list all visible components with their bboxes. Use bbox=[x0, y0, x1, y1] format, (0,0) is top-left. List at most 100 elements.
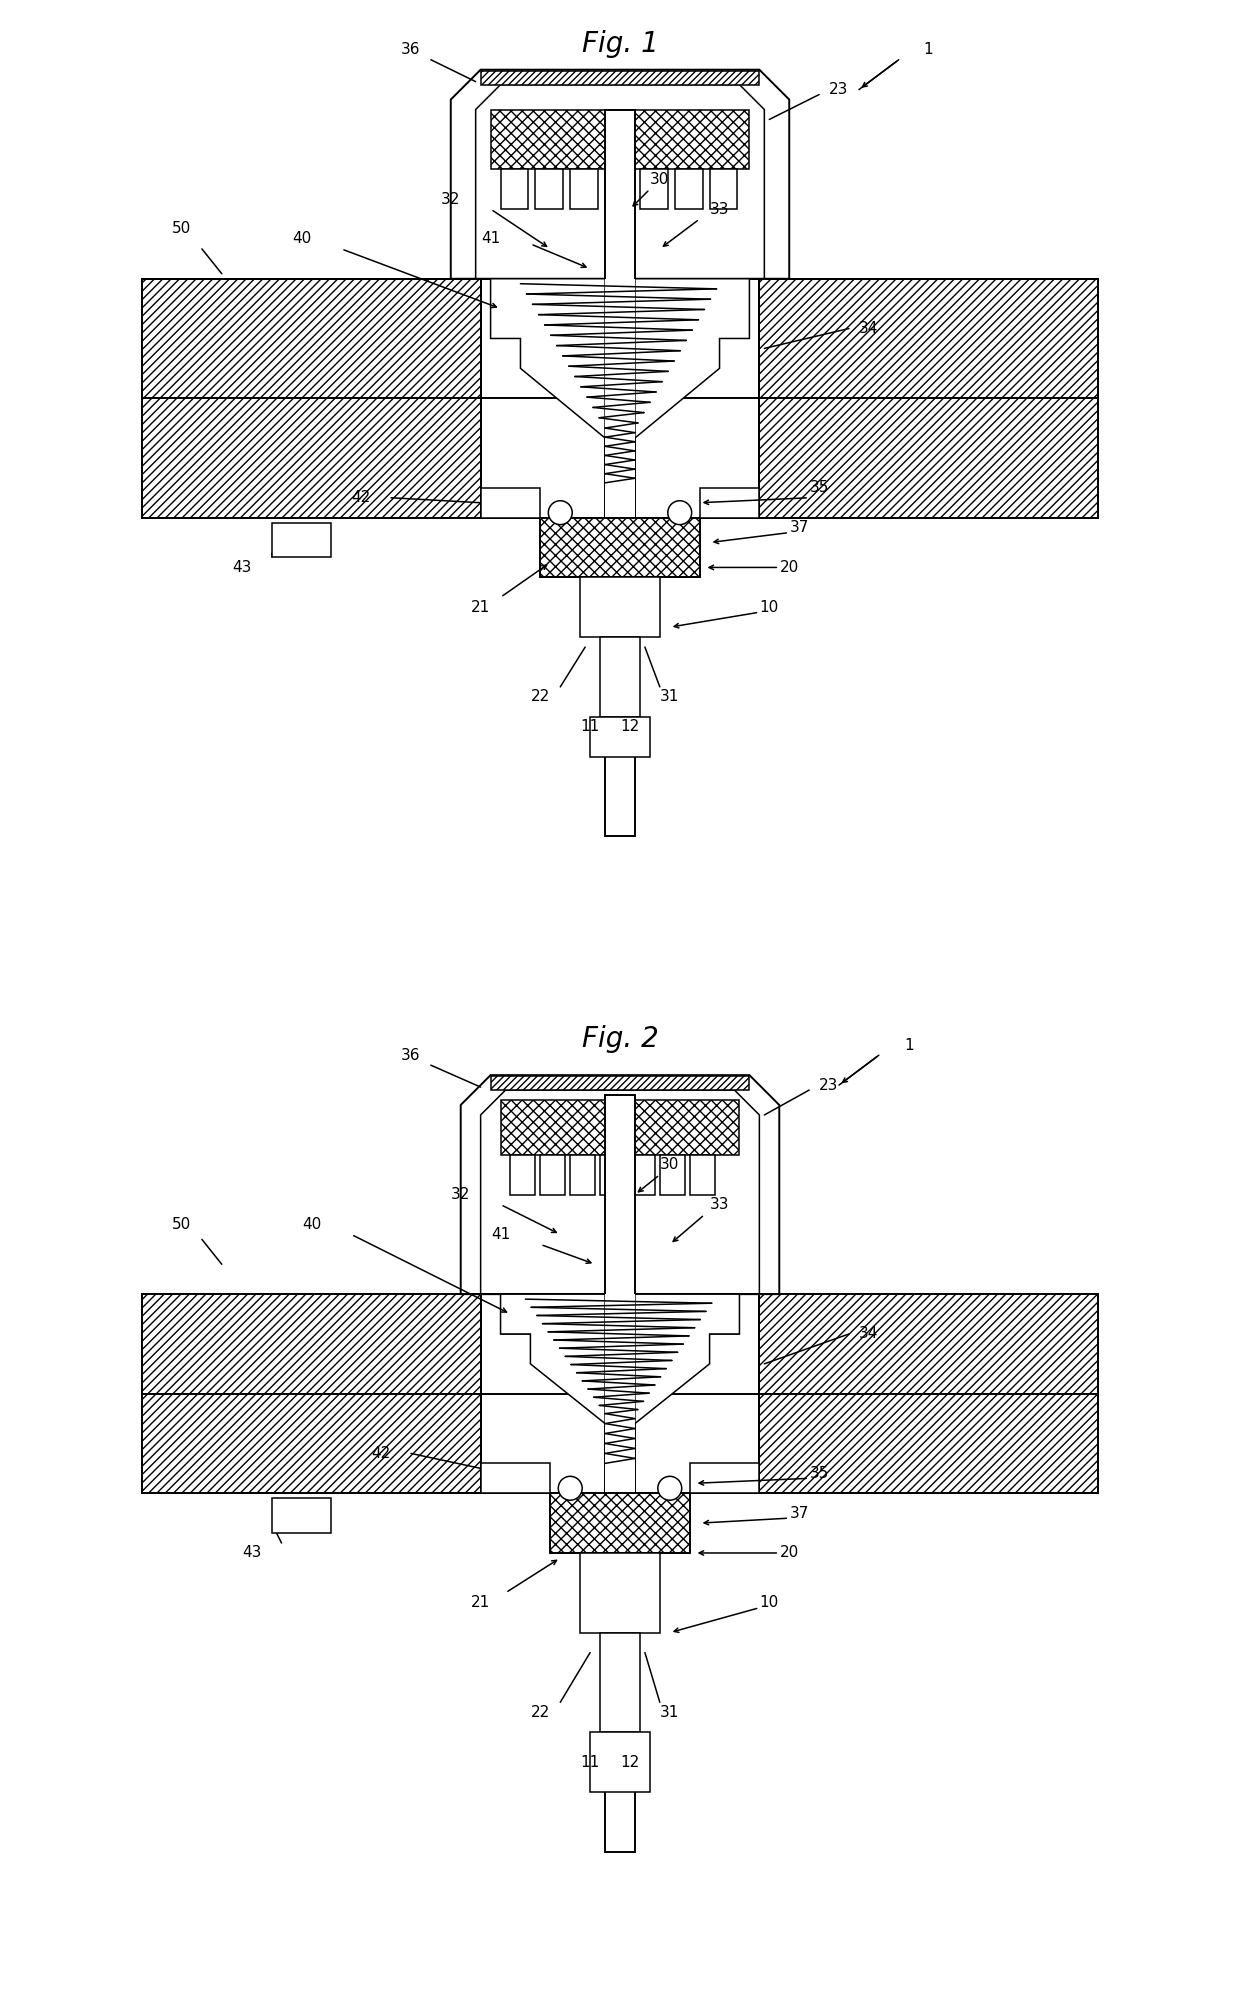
Bar bbox=[709, 169, 738, 209]
Text: 32: 32 bbox=[451, 1187, 470, 1203]
Bar bbox=[630, 1155, 655, 1195]
Text: 40: 40 bbox=[291, 231, 311, 247]
Text: 42: 42 bbox=[352, 490, 371, 506]
Text: 43: 43 bbox=[242, 1545, 262, 1561]
Circle shape bbox=[658, 1477, 682, 1501]
Polygon shape bbox=[501, 1294, 605, 1424]
Bar bbox=[605, 279, 635, 518]
Circle shape bbox=[548, 500, 572, 524]
Bar bbox=[759, 1394, 1097, 1493]
Text: 1: 1 bbox=[924, 42, 934, 58]
Text: 11: 11 bbox=[580, 1754, 600, 1770]
Text: 31: 31 bbox=[660, 1704, 680, 1720]
Text: 33: 33 bbox=[709, 201, 729, 217]
Bar bbox=[143, 279, 481, 398]
Bar bbox=[605, 1095, 635, 1852]
Text: 12: 12 bbox=[620, 719, 640, 735]
Bar bbox=[675, 169, 703, 209]
Bar bbox=[759, 398, 1097, 518]
Bar bbox=[481, 70, 759, 84]
Text: 20: 20 bbox=[780, 559, 799, 575]
Bar bbox=[536, 169, 563, 209]
Bar bbox=[501, 1294, 605, 1334]
Text: 35: 35 bbox=[810, 1465, 828, 1481]
Bar bbox=[570, 169, 598, 209]
Bar bbox=[759, 1294, 1097, 1394]
Bar bbox=[491, 279, 605, 338]
Bar bbox=[590, 1732, 650, 1792]
Text: Fig. 2: Fig. 2 bbox=[582, 1025, 658, 1053]
Bar bbox=[640, 169, 668, 209]
Text: 20: 20 bbox=[780, 1545, 799, 1561]
Bar bbox=[143, 1394, 481, 1493]
Bar bbox=[491, 1075, 749, 1089]
Text: 36: 36 bbox=[402, 42, 420, 58]
Text: 41: 41 bbox=[481, 231, 500, 247]
Text: 50: 50 bbox=[172, 221, 192, 237]
Text: 23: 23 bbox=[830, 82, 848, 98]
Bar bbox=[580, 1553, 660, 1633]
Text: 30: 30 bbox=[660, 1157, 680, 1173]
Bar bbox=[481, 488, 541, 518]
Text: 42: 42 bbox=[372, 1445, 391, 1461]
Bar bbox=[590, 717, 650, 757]
Bar bbox=[272, 522, 331, 557]
Text: 22: 22 bbox=[531, 689, 551, 705]
Text: 30: 30 bbox=[650, 171, 670, 187]
Text: 37: 37 bbox=[790, 520, 808, 536]
Bar bbox=[759, 279, 1097, 398]
Text: 11: 11 bbox=[580, 719, 600, 735]
Bar bbox=[541, 1155, 565, 1195]
Polygon shape bbox=[451, 70, 789, 279]
Bar bbox=[501, 1099, 739, 1155]
Bar bbox=[570, 1155, 595, 1195]
Text: 36: 36 bbox=[402, 1047, 420, 1063]
Circle shape bbox=[558, 1477, 582, 1501]
Text: 37: 37 bbox=[790, 1505, 808, 1521]
Bar bbox=[501, 169, 528, 209]
Bar bbox=[481, 1463, 551, 1493]
Text: 12: 12 bbox=[620, 1754, 640, 1770]
Bar bbox=[272, 1497, 331, 1533]
Bar bbox=[689, 1463, 759, 1493]
Text: 35: 35 bbox=[810, 480, 828, 496]
Polygon shape bbox=[635, 279, 749, 438]
Text: 21: 21 bbox=[471, 1595, 490, 1611]
Bar bbox=[605, 169, 632, 209]
Bar bbox=[605, 1294, 635, 1493]
Text: 41: 41 bbox=[491, 1226, 510, 1242]
Text: 21: 21 bbox=[471, 599, 490, 615]
Text: 22: 22 bbox=[531, 1704, 551, 1720]
Bar bbox=[635, 1294, 739, 1334]
Text: 32: 32 bbox=[441, 191, 460, 207]
Text: 31: 31 bbox=[660, 689, 680, 705]
Polygon shape bbox=[461, 1075, 779, 1294]
Bar bbox=[660, 1155, 684, 1195]
Text: 23: 23 bbox=[820, 1077, 838, 1093]
Bar bbox=[551, 1493, 689, 1553]
Bar bbox=[605, 110, 635, 836]
Polygon shape bbox=[635, 1294, 739, 1424]
Text: 1: 1 bbox=[904, 1037, 914, 1053]
Bar bbox=[143, 1294, 481, 1394]
Bar bbox=[699, 488, 759, 518]
Text: 10: 10 bbox=[760, 599, 779, 615]
Text: 34: 34 bbox=[859, 321, 879, 336]
Text: 50: 50 bbox=[172, 1217, 192, 1232]
Bar bbox=[143, 398, 481, 518]
Text: 40: 40 bbox=[301, 1217, 321, 1232]
Text: 10: 10 bbox=[760, 1595, 779, 1611]
Polygon shape bbox=[491, 279, 605, 438]
Bar bbox=[580, 577, 660, 637]
Text: 43: 43 bbox=[232, 559, 252, 575]
Bar bbox=[689, 1155, 714, 1195]
Bar bbox=[511, 1155, 536, 1195]
Bar bbox=[491, 110, 749, 169]
Text: 33: 33 bbox=[709, 1197, 729, 1213]
Bar bbox=[541, 518, 699, 577]
Bar bbox=[600, 1155, 625, 1195]
Bar bbox=[635, 279, 749, 338]
Bar bbox=[600, 1633, 640, 1732]
Text: 34: 34 bbox=[859, 1326, 879, 1342]
Circle shape bbox=[668, 500, 692, 524]
